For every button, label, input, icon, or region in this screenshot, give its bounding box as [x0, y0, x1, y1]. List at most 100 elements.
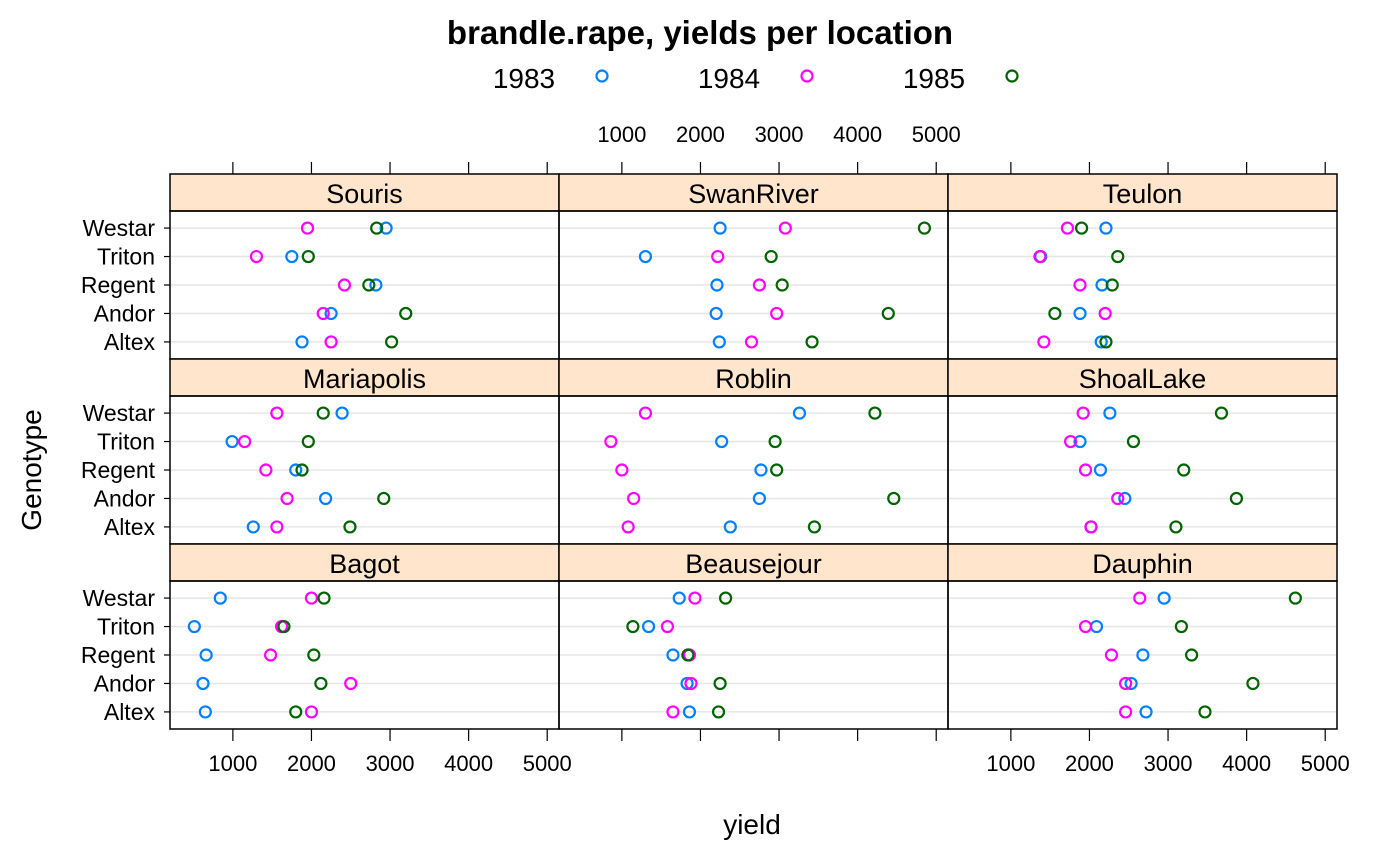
panel-beausejour: Beausejour: [558, 543, 949, 730]
point-roblin-1985-triton: [768, 434, 782, 449]
strip-label: Bagot: [329, 549, 400, 579]
point-bagot-1984-andor: [344, 676, 358, 691]
point-bagot-1983-andor: [196, 676, 210, 691]
point-mariapolis-1985-westar: [316, 406, 330, 420]
x-tick-label-bottom: 3000: [1144, 751, 1193, 776]
point-swanriver-1984-andor: [770, 306, 784, 321]
strip-label: Mariapolis: [303, 364, 426, 394]
y-tick-label: Westar: [83, 215, 156, 241]
point-swanriver-1984-westar: [778, 221, 792, 235]
point-dauphin-1985-andor: [1246, 676, 1260, 691]
y-tick-label: Altex: [104, 699, 156, 725]
point-dauphin-1984-triton: [1078, 619, 1093, 634]
point-shoallake-1983-westar: [1103, 406, 1117, 420]
panel-frame: [947, 580, 1338, 730]
point-teulon-1985-andor: [1048, 306, 1062, 321]
strip-label: Roblin: [715, 364, 792, 394]
point-teulon-1984-triton: [1033, 249, 1047, 264]
point-swanriver-1985-triton: [764, 249, 778, 264]
point-souris-1985-regent: [362, 278, 376, 292]
point-teulon-1984-andor: [1098, 306, 1112, 321]
y-tick-label: Altex: [104, 329, 156, 355]
point-mariapolis-1985-regent: [295, 463, 309, 477]
axes: AltexAndorRegentTritonWestarAltexAndorRe…: [81, 122, 1350, 776]
point-teulon-1983-andor: [1073, 306, 1087, 321]
point-bagot-1983-altex: [198, 705, 212, 719]
point-souris-1984-westar: [300, 221, 315, 235]
y-tick-label: Triton: [97, 244, 155, 270]
point-souris-1983-triton: [285, 249, 299, 264]
panels: Souris SwanRiver Teulon Mariapolis Roblin Sho…: [169, 173, 1338, 730]
x-tick-label-bottom: 5000: [1301, 751, 1350, 776]
x-tick-label-bottom: 1000: [986, 751, 1035, 776]
strip: [169, 358, 560, 397]
chart-title: brandle.rape, yields per location: [447, 14, 953, 51]
point-roblin-1984-triton: [604, 434, 618, 449]
point-shoallake-1984-andor: [1111, 491, 1125, 506]
point-shoallake-1985-regent: [1177, 463, 1191, 477]
panel-roblin: Roblin: [558, 358, 949, 545]
point-mariapolis-1983-westar: [335, 406, 349, 420]
point-bagot-1985-westar: [317, 591, 331, 605]
point-souris-1985-triton: [301, 249, 315, 264]
point-beausejour-1983-altex: [682, 705, 697, 719]
point-swanriver-1985-westar: [917, 221, 932, 235]
point-shoallake-1985-altex: [1169, 520, 1183, 534]
y-tick-label: Westar: [83, 585, 156, 611]
legend-label-1983: 1983: [493, 63, 555, 94]
y-tick-label: Andor: [94, 670, 156, 696]
y-tick-label: Regent: [81, 457, 156, 483]
point-mariapolis-1985-triton: [301, 434, 315, 449]
point-bagot-1983-westar: [213, 591, 227, 605]
point-dauphin-1983-andor: [1124, 676, 1138, 691]
strip: [947, 358, 1338, 397]
point-bagot-1984-regent: [263, 648, 278, 662]
point-swanriver-1984-regent: [752, 278, 766, 292]
point-beausejour-1985-andor: [713, 676, 727, 691]
point-dauphin-1985-triton: [1174, 619, 1189, 634]
y-tick-label: Altex: [104, 514, 156, 540]
point-mariapolis-1984-westar: [270, 406, 284, 420]
point-beausejour-1983-westar: [672, 591, 686, 605]
point-dauphin-1984-andor: [1119, 676, 1133, 691]
point-beausejour-1983-regent: [666, 648, 680, 662]
point-shoallake-1985-westar: [1214, 406, 1229, 420]
point-dauphin-1983-altex: [1139, 705, 1153, 719]
point-swanriver-1984-triton: [711, 249, 725, 264]
point-beausejour-1984-altex: [666, 705, 680, 719]
point-souris-1983-andor: [324, 306, 338, 321]
point-swanriver-1985-regent: [775, 278, 789, 292]
point-beausejour-1985-westar: [719, 591, 733, 605]
point-roblin-1985-andor: [887, 491, 901, 506]
point-dauphin-1983-regent: [1136, 648, 1150, 662]
point-teulon-1985-triton: [1111, 249, 1125, 264]
x-tick-label-bottom: 3000: [366, 751, 415, 776]
strip: [558, 173, 949, 212]
legend-label-1984: 1984: [698, 63, 760, 94]
legend-marker-1985: [1005, 69, 1019, 83]
y-axis-title: Genotype: [16, 409, 47, 530]
point-beausejour-1984-westar: [688, 591, 702, 605]
point-roblin-1983-altex: [723, 520, 737, 534]
point-beausejour-1985-triton: [626, 619, 640, 634]
point-swanriver-1983-triton: [638, 249, 653, 264]
point-bagot-1983-triton: [187, 619, 201, 634]
point-roblin-1984-andor: [627, 491, 641, 506]
point-souris-1985-westar: [370, 221, 384, 235]
x-axis-title: yield: [723, 809, 781, 840]
y-tick-label: Westar: [83, 400, 156, 426]
point-dauphin-1984-altex: [1119, 705, 1133, 719]
x-tick-label-bottom: 1000: [208, 751, 257, 776]
strip-label: Beausejour: [685, 549, 822, 579]
point-mariapolis-1983-triton: [225, 434, 239, 449]
point-mariapolis-1984-andor: [280, 491, 294, 506]
x-tick-label-top: 4000: [833, 122, 882, 147]
point-dauphin-1984-westar: [1133, 591, 1147, 605]
point-shoallake-1983-regent: [1093, 463, 1108, 477]
x-tick-label-top: 2000: [676, 122, 725, 147]
y-tick-label: Triton: [97, 429, 155, 455]
point-roblin-1985-westar: [868, 406, 882, 420]
panel-swanriver: SwanRiver: [558, 173, 949, 360]
point-beausejour-1983-andor: [680, 676, 694, 691]
